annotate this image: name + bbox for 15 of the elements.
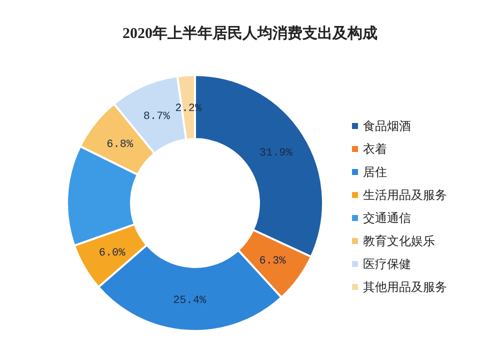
legend-label: 生活用品及服务: [363, 188, 447, 202]
data-label: 6.3%: [259, 256, 286, 268]
legend-label: 食品烟酒: [363, 119, 411, 133]
data-label: 6.0%: [98, 247, 126, 260]
legend-label: 交通通信: [363, 211, 411, 225]
legend-label: 居住: [363, 165, 387, 179]
legend-label: 衣着: [363, 142, 387, 156]
data-label: 25.4%: [173, 294, 206, 307]
data-label: 31.9%: [259, 147, 293, 160]
legend-label: 其他用品及服务: [363, 280, 447, 294]
data-label: 8.7%: [143, 111, 170, 124]
data-label: 6.8%: [106, 139, 134, 152]
legend-label: 教育文化娱乐: [363, 234, 435, 248]
chart-title: 2020年上半年居民人均消费支出及构成: [122, 25, 378, 42]
legend-label: 医疗保健: [363, 257, 411, 271]
